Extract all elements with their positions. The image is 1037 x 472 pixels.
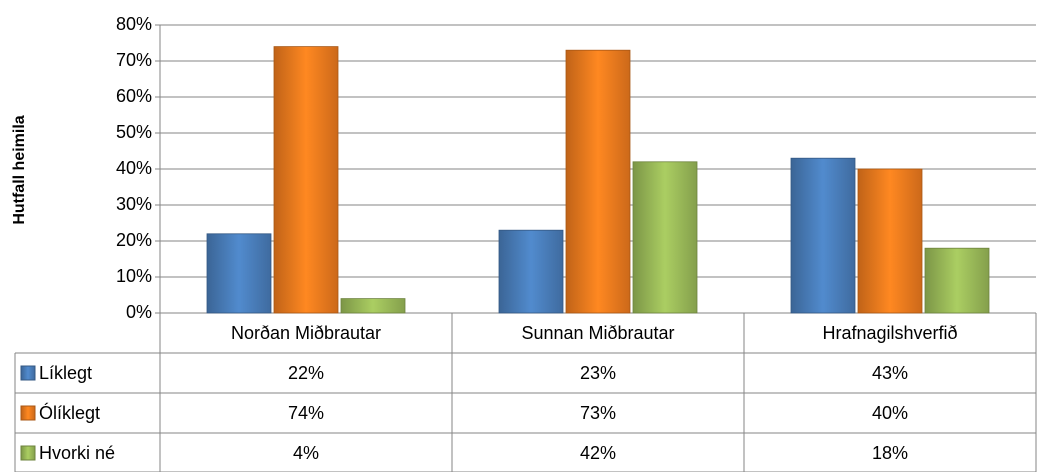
x-tick-label: Norðan Miðbrautar: [231, 323, 381, 343]
legend-label: Ólíklegt: [39, 402, 100, 423]
bar: [632, 161, 698, 314]
table-value: 43%: [872, 363, 908, 383]
y-tick-label: 50%: [116, 122, 152, 142]
y-tick-label: 0%: [126, 302, 152, 322]
y-tick-label: 30%: [116, 194, 152, 214]
bar: [206, 233, 272, 314]
bar: [565, 49, 631, 314]
legend-key: [20, 405, 36, 421]
table-value: 18%: [872, 443, 908, 463]
y-tick-label: 60%: [116, 86, 152, 106]
y-tick-label: 20%: [116, 230, 152, 250]
bar: [857, 168, 923, 314]
y-axis-title: Hutfall heimila: [11, 115, 28, 224]
y-tick-label: 80%: [116, 14, 152, 34]
bar: [924, 247, 990, 314]
x-tick-label: Hrafnagilshverfið: [822, 323, 957, 343]
table-value: 42%: [580, 443, 616, 463]
y-tick-label: 70%: [116, 50, 152, 70]
y-tick-label: 40%: [116, 158, 152, 178]
bar: [790, 157, 856, 314]
table-value: 74%: [288, 403, 324, 423]
x-tick-label: Sunnan Miðbrautar: [521, 323, 674, 343]
bar: [273, 46, 339, 314]
table-value: 23%: [580, 363, 616, 383]
legend-label: Líklegt: [39, 363, 92, 383]
legend-key: [20, 445, 36, 461]
table-value: 40%: [872, 403, 908, 423]
legend-key: [20, 365, 36, 381]
bar: [340, 298, 406, 314]
table-value: 4%: [293, 443, 319, 463]
y-tick-label: 10%: [116, 266, 152, 286]
table-value: 73%: [580, 403, 616, 423]
table-value: 22%: [288, 363, 324, 383]
legend-label: Hvorki né: [39, 443, 115, 463]
bar: [498, 229, 564, 314]
